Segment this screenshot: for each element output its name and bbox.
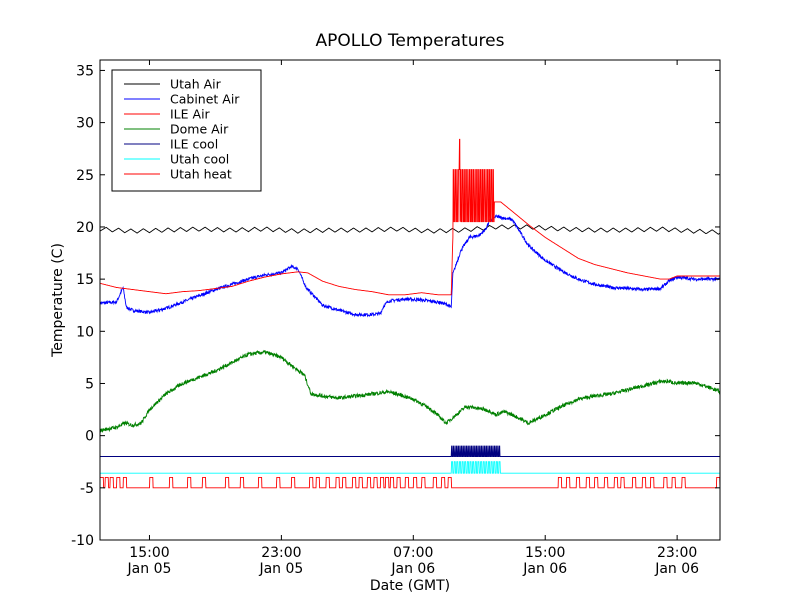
series-line-utah-heat (100, 476, 720, 489)
plot-frame (99, 59, 721, 541)
y-tick-label: 0 (85, 429, 94, 445)
legend-label: ILE cool (170, 137, 218, 152)
series-line-utah-cool (100, 461, 720, 474)
y-tick-label: -10 (71, 533, 94, 549)
x-tick-label-time: 07:00 (393, 545, 433, 561)
series-line-ile-cool (100, 445, 720, 457)
x-tick-label-time: 15:00 (129, 545, 169, 561)
y-tick-label: 30 (76, 116, 94, 132)
legend-label: Dome Air (170, 122, 229, 137)
y-axis-title: Temperature (C) (50, 243, 66, 358)
y-tick-label: 5 (85, 376, 94, 392)
legend-label: Cabinet Air (170, 92, 240, 107)
x-tick-label-time: 23:00 (657, 545, 697, 561)
x-tick-label-date: Jan 05 (127, 561, 172, 577)
y-tick-label: 20 (76, 220, 94, 236)
series-line-ile-air (100, 138, 720, 296)
series-line-cabinet-air (100, 214, 720, 318)
x-tick-label-date: Jan 06 (654, 561, 699, 577)
x-tick-label-time: 15:00 (525, 545, 565, 561)
legend-label: Utah heat (170, 167, 232, 182)
x-tick-label-date: Jan 05 (258, 561, 303, 577)
y-tick-label: -5 (80, 481, 94, 497)
x-axis-title: Date (GMT) (370, 578, 450, 594)
legend-label: Utah Air (170, 77, 222, 92)
x-tick-label-time: 23:00 (261, 545, 301, 561)
series-line-dome-air (100, 349, 720, 433)
y-tick-label: 25 (76, 168, 94, 184)
series-layer (100, 138, 720, 489)
legend-box (111, 69, 262, 192)
y-tick-label: 15 (76, 272, 94, 288)
legend-label: Utah cool (170, 152, 229, 167)
x-tick-label-date: Jan 06 (390, 561, 435, 577)
y-tick-label: 35 (76, 63, 94, 79)
x-tick-label-date: Jan 06 (522, 561, 567, 577)
series-line-utah-air (100, 224, 720, 235)
legend-label: ILE Air (170, 107, 211, 122)
chart-title: APOLLO Temperatures (316, 31, 505, 51)
y-tick-label: 10 (76, 324, 94, 340)
